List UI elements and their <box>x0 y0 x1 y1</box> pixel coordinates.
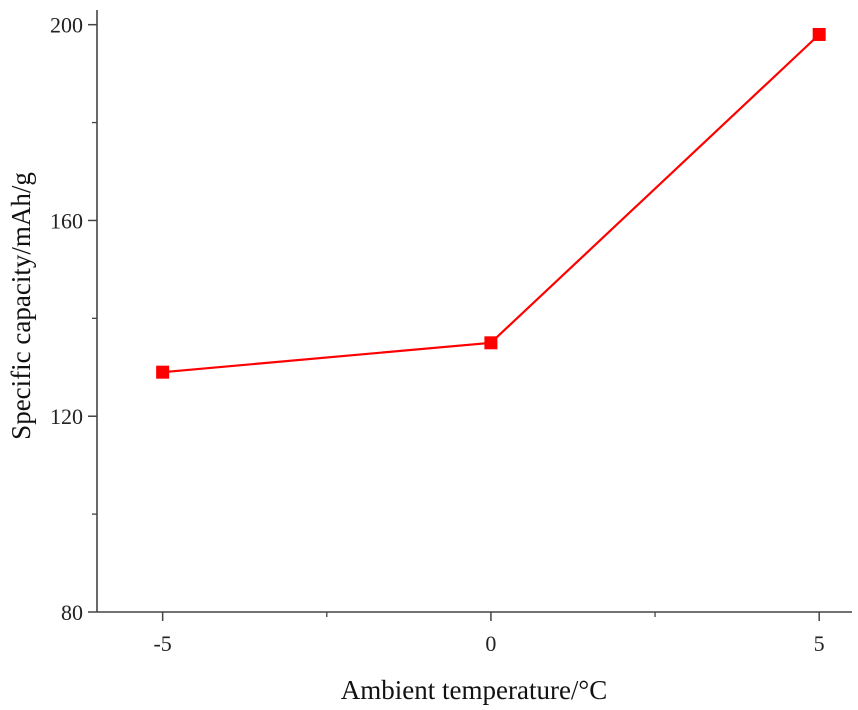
y-tick-label: 200 <box>50 13 83 38</box>
x-tick-label: -5 <box>153 631 171 656</box>
data-point <box>812 27 826 41</box>
data-series <box>156 27 826 379</box>
tick-labels: -5 0 5 80 120 160 200 <box>50 13 825 656</box>
axes <box>96 10 852 613</box>
y-tick-label: 120 <box>50 404 83 429</box>
x-tick-label: 5 <box>814 631 825 656</box>
x-tick-label: 0 <box>485 631 496 656</box>
y-tick-label: 80 <box>61 600 83 625</box>
ticks <box>88 23 820 621</box>
data-point <box>156 365 170 379</box>
y-axis-title: Specific capacity/mAh/g <box>6 172 36 440</box>
x-axis-title: Ambient temperature/°C <box>341 675 607 705</box>
series-line <box>162 33 820 374</box>
y-tick-label: 160 <box>50 208 83 233</box>
data-point <box>484 336 498 350</box>
